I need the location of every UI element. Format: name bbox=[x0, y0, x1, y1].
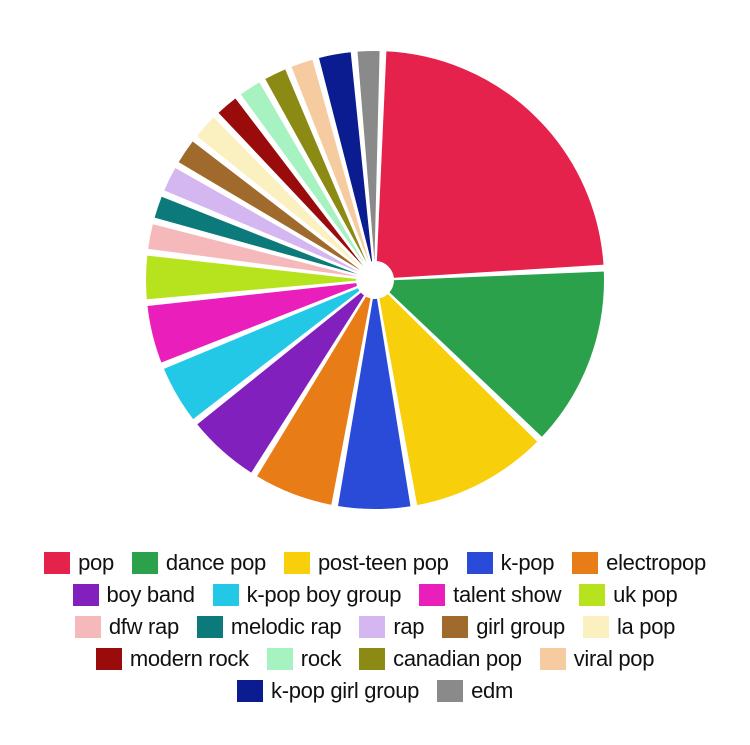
legend-label: post-teen pop bbox=[318, 550, 449, 576]
legend-swatch bbox=[540, 648, 566, 670]
legend-swatch bbox=[359, 648, 385, 670]
legend-item: k-pop bbox=[467, 550, 555, 576]
legend-item: talent show bbox=[419, 582, 561, 608]
legend-item: k-pop boy group bbox=[213, 582, 402, 608]
legend-swatch bbox=[267, 648, 293, 670]
legend-label: viral pop bbox=[574, 646, 654, 672]
legend-swatch bbox=[442, 616, 468, 638]
legend-label: electropop bbox=[606, 550, 706, 576]
legend-swatch bbox=[437, 680, 463, 702]
legend-swatch bbox=[579, 584, 605, 606]
legend-label: talent show bbox=[453, 582, 561, 608]
legend-label: rock bbox=[301, 646, 341, 672]
legend-item: rap bbox=[359, 614, 424, 640]
legend-item: uk pop bbox=[579, 582, 677, 608]
pie-svg bbox=[115, 20, 635, 540]
legend-swatch bbox=[197, 616, 223, 638]
legend-swatch bbox=[75, 616, 101, 638]
pie-slice bbox=[376, 50, 605, 279]
legend-item: k-pop girl group bbox=[237, 678, 419, 704]
legend-item: modern rock bbox=[96, 646, 249, 672]
legend-label: dance pop bbox=[166, 550, 266, 576]
legend: pop dance pop post-teen pop k-pop electropop… bbox=[0, 540, 750, 704]
pie-chart bbox=[0, 0, 750, 540]
legend-swatch bbox=[419, 584, 445, 606]
legend-label: uk pop bbox=[613, 582, 677, 608]
legend-item: pop bbox=[44, 550, 114, 576]
legend-label: dfw rap bbox=[109, 614, 179, 640]
legend-swatch bbox=[132, 552, 158, 574]
legend-item: edm bbox=[437, 678, 513, 704]
legend-item: rock bbox=[267, 646, 341, 672]
legend-swatch bbox=[96, 648, 122, 670]
legend-label: melodic rap bbox=[231, 614, 341, 640]
legend-label: la pop bbox=[617, 614, 675, 640]
legend-label: pop bbox=[78, 550, 114, 576]
legend-item: electropop bbox=[572, 550, 706, 576]
legend-item: dfw rap bbox=[75, 614, 179, 640]
legend-label: k-pop bbox=[501, 550, 555, 576]
legend-swatch bbox=[213, 584, 239, 606]
legend-label: girl group bbox=[476, 614, 565, 640]
legend-swatch bbox=[44, 552, 70, 574]
legend-label: k-pop boy group bbox=[247, 582, 402, 608]
chart-container: pop dance pop post-teen pop k-pop electropop… bbox=[0, 0, 750, 745]
legend-item: melodic rap bbox=[197, 614, 341, 640]
legend-swatch bbox=[359, 616, 385, 638]
legend-item: viral pop bbox=[540, 646, 654, 672]
legend-item: dance pop bbox=[132, 550, 266, 576]
legend-item: girl group bbox=[442, 614, 565, 640]
legend-swatch bbox=[73, 584, 99, 606]
legend-label: edm bbox=[471, 678, 513, 704]
legend-swatch bbox=[572, 552, 598, 574]
legend-swatch bbox=[284, 552, 310, 574]
legend-label: modern rock bbox=[130, 646, 249, 672]
legend-label: canadian pop bbox=[393, 646, 522, 672]
legend-item: canadian pop bbox=[359, 646, 522, 672]
legend-item: post-teen pop bbox=[284, 550, 449, 576]
legend-swatch bbox=[237, 680, 263, 702]
legend-swatch bbox=[467, 552, 493, 574]
legend-label: k-pop girl group bbox=[271, 678, 419, 704]
legend-swatch bbox=[583, 616, 609, 638]
legend-label: boy band bbox=[107, 582, 195, 608]
legend-item: boy band bbox=[73, 582, 195, 608]
legend-label: rap bbox=[393, 614, 424, 640]
legend-item: la pop bbox=[583, 614, 675, 640]
